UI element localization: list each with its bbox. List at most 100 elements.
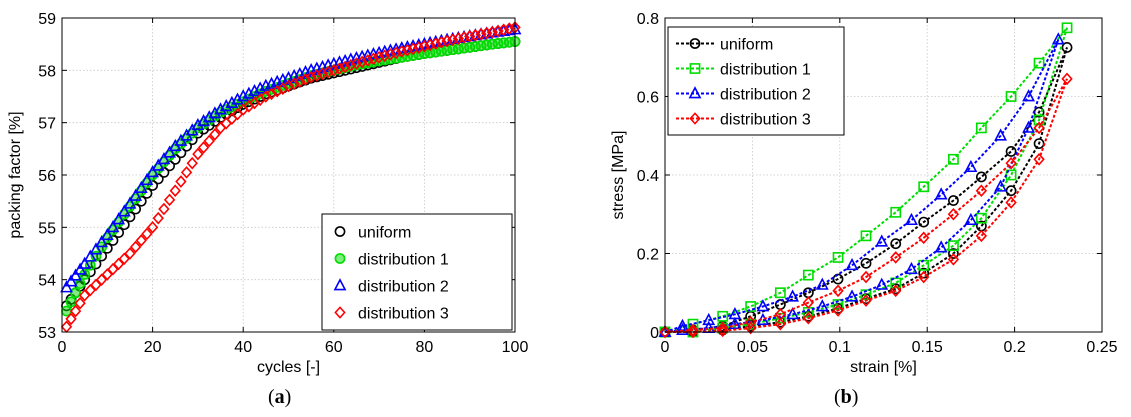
data-point	[112, 212, 126, 225]
data-point	[905, 212, 918, 226]
data-point	[964, 159, 978, 173]
data-point	[401, 43, 414, 57]
data-point	[214, 102, 227, 115]
y-tick-label: 53	[38, 325, 56, 342]
series-distribution-3	[60, 21, 521, 334]
series-line	[664, 47, 1069, 333]
data-point	[328, 64, 340, 77]
data-point	[322, 65, 334, 79]
y-tick-label: 54	[38, 273, 56, 290]
data-point	[934, 187, 948, 200]
data-point	[146, 221, 159, 234]
data-point	[1033, 114, 1045, 126]
data-point	[260, 90, 272, 103]
data-point	[311, 69, 323, 82]
legend-entry: distribution 2	[676, 86, 811, 104]
x-tick-label: 80	[416, 339, 434, 356]
legend-entry: distribution 2	[333, 278, 449, 296]
data-point	[197, 141, 210, 154]
y-tick-label: 0	[650, 325, 659, 342]
data-point	[350, 57, 363, 70]
data-point	[84, 283, 96, 297]
data-point	[209, 128, 221, 141]
legend-marker	[334, 306, 346, 319]
x-tick-label: 0.25	[1086, 339, 1117, 356]
y-axis-label: stress [MPa]	[610, 131, 627, 220]
data-point	[860, 257, 872, 269]
legend: uniform distribution 1 distribution 2 distr…	[321, 213, 513, 331]
data-point	[74, 296, 86, 310]
data-point	[175, 175, 187, 188]
legend-marker	[689, 63, 701, 74]
data-point	[373, 50, 385, 64]
data-point	[163, 145, 177, 158]
data-point	[225, 95, 239, 108]
data-point	[1033, 121, 1045, 135]
axes-frame	[664, 17, 1103, 333]
data-point	[1061, 22, 1073, 34]
data-point	[390, 46, 402, 60]
data-point	[1051, 32, 1065, 45]
data-point	[975, 184, 988, 197]
x-tick-label: 20	[144, 339, 162, 356]
data-point	[717, 324, 729, 338]
x-tick-label: 0	[661, 339, 670, 356]
data-point	[934, 240, 948, 253]
data-point	[356, 55, 368, 69]
data-point	[208, 106, 222, 119]
data-point	[947, 253, 960, 266]
data-point	[117, 204, 131, 217]
data-point	[316, 67, 329, 81]
data-point	[1005, 91, 1017, 102]
data-point	[78, 256, 92, 269]
data-point	[418, 39, 431, 53]
data-point	[918, 181, 930, 193]
y-tick-label: 0.8	[637, 11, 659, 28]
data-point	[832, 284, 844, 298]
data-point	[458, 31, 470, 44]
data-point	[832, 299, 844, 310]
x-tick-label: 40	[234, 339, 252, 356]
legend-marker	[689, 112, 701, 125]
data-point	[191, 117, 205, 131]
x-tick-label: 60	[325, 339, 343, 356]
data-point	[118, 252, 130, 266]
data-point	[90, 278, 102, 292]
legend-entry: uniform	[676, 37, 773, 54]
data-point	[464, 30, 476, 43]
data-point	[345, 58, 357, 72]
x-tick-label: 0.1	[829, 339, 851, 356]
legend-label: distribution 3	[358, 306, 449, 323]
data-point	[687, 323, 699, 337]
data-point	[141, 227, 153, 241]
data-point	[202, 110, 216, 123]
data-point	[180, 166, 193, 179]
data-point	[975, 122, 987, 134]
data-point	[192, 147, 204, 161]
y-tick-label: 0.6	[637, 90, 659, 107]
data-point	[158, 202, 170, 216]
data-point	[745, 301, 757, 312]
legend-label: distribution 2	[358, 279, 449, 296]
y-axis-label: packing factor [%]	[7, 111, 24, 238]
legend-marker	[689, 38, 701, 49]
data-point	[69, 304, 82, 318]
data-point	[60, 280, 73, 293]
data-point	[1022, 89, 1036, 102]
data-point	[379, 49, 391, 63]
data-point	[744, 315, 757, 329]
data-point	[890, 284, 902, 298]
data-point	[367, 52, 380, 66]
data-point	[339, 60, 351, 74]
data-point	[73, 262, 87, 275]
legend-entry: distribution 3	[676, 112, 811, 129]
legend-marker	[688, 86, 702, 99]
series-distribution-3	[659, 72, 1073, 339]
data-point	[112, 257, 125, 271]
series-uniform	[659, 42, 1073, 338]
data-point	[890, 206, 902, 218]
data-point	[948, 195, 959, 206]
legend: uniform distribution 1 distribution 2 distr…	[667, 26, 845, 136]
data-point	[832, 304, 844, 317]
data-point	[786, 289, 800, 302]
